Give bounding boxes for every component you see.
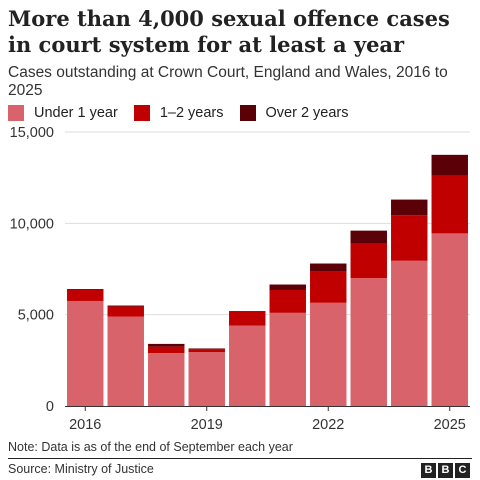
bar-2021-over-2-years (269, 284, 306, 291)
bar-2021-1-2-years (269, 290, 306, 313)
bbc-logo-letter-b2: B (438, 463, 453, 478)
legend-item-over-2-years: Over 2 years (239, 105, 349, 121)
chart-source: Source: Ministry of Justice (8, 462, 154, 476)
legend-swatch-1-2-years (133, 105, 150, 121)
bar-2018-under-1-year (148, 353, 185, 406)
bar-2016-over-2-years (67, 289, 104, 291)
bar-2024-under-1-year (391, 260, 428, 406)
bar-2019-under-1-year (188, 352, 225, 406)
y-tick-label-0: 0 (46, 399, 54, 415)
bar-2018-1-2-years (148, 346, 185, 354)
legend-item-under-1-year: Under 1 year (8, 105, 118, 121)
bar-2023-over-2-years (350, 230, 387, 244)
bar-2019-1-2-years (188, 349, 225, 353)
bar-2023-under-1-year (350, 278, 387, 406)
bar-2017-over-2-years (107, 305, 144, 307)
bar-2025-1-2-years (431, 175, 468, 234)
legend-label-1-2-years: 1–2 years (159, 105, 224, 121)
bar-2022-under-1-year (310, 302, 347, 406)
bbc-logo-letter-c: C (455, 463, 470, 478)
stacked-bar-chart: 0 5,000 10,000 15,000 2016 2019 2022 2025 (10, 125, 470, 433)
bar-2016-1-2-years (67, 290, 104, 301)
legend-label-under-1-year: Under 1 year (34, 105, 118, 121)
legend-swatch-over-2-years (239, 105, 256, 121)
bbc-logo-letter-b1: B (421, 463, 436, 478)
bar-2017-under-1-year (107, 316, 144, 406)
bar-2020-1-2-years (229, 311, 266, 326)
chart-note: Note: Data is as of the end of September… (8, 440, 293, 454)
x-tick-label-2019: 2019 (191, 417, 223, 433)
y-tick-label-15000: 15,000 (10, 125, 54, 141)
bar-2018-over-2-years (148, 343, 185, 347)
chart-title: More than 4,000 sexual offence cases in … (8, 6, 450, 57)
legend: Under 1 year 1–2 years Over 2 years (8, 104, 365, 122)
x-tick-label-2016: 2016 (69, 417, 101, 433)
bbc-logo: B B C (419, 463, 470, 478)
bar-2017-1-2-years (107, 306, 144, 317)
legend-item-1-2-years: 1–2 years (133, 105, 224, 121)
bar-2025-under-1-year (431, 233, 468, 406)
legend-swatch-under-1-year (8, 105, 24, 121)
bar-2022-1-2-years (310, 271, 347, 303)
legend-label-over-2-years: Over 2 years (265, 105, 349, 121)
bar-2024-over-2-years (391, 199, 428, 216)
y-tick-label-10000: 10,000 (10, 216, 54, 232)
bar-2016-under-1-year (67, 300, 104, 406)
bar-2019-over-2-years (188, 348, 225, 350)
chart-subtitle: Cases outstanding at Crown Court, Englan… (8, 64, 448, 99)
bar-2021-under-1-year (269, 312, 306, 406)
bar-2022-over-2-years (310, 263, 347, 272)
bar-2025-over-2-years (431, 154, 468, 176)
bar-2024-1-2-years (391, 215, 428, 261)
x-tick-label-2025: 2025 (434, 417, 466, 433)
footer-divider (8, 458, 472, 459)
bar-2020-under-1-year (229, 325, 266, 406)
bar-2023-1-2-years (350, 243, 387, 279)
x-tick-label-2022: 2022 (312, 417, 344, 433)
y-tick-label-5000: 5,000 (18, 308, 54, 324)
